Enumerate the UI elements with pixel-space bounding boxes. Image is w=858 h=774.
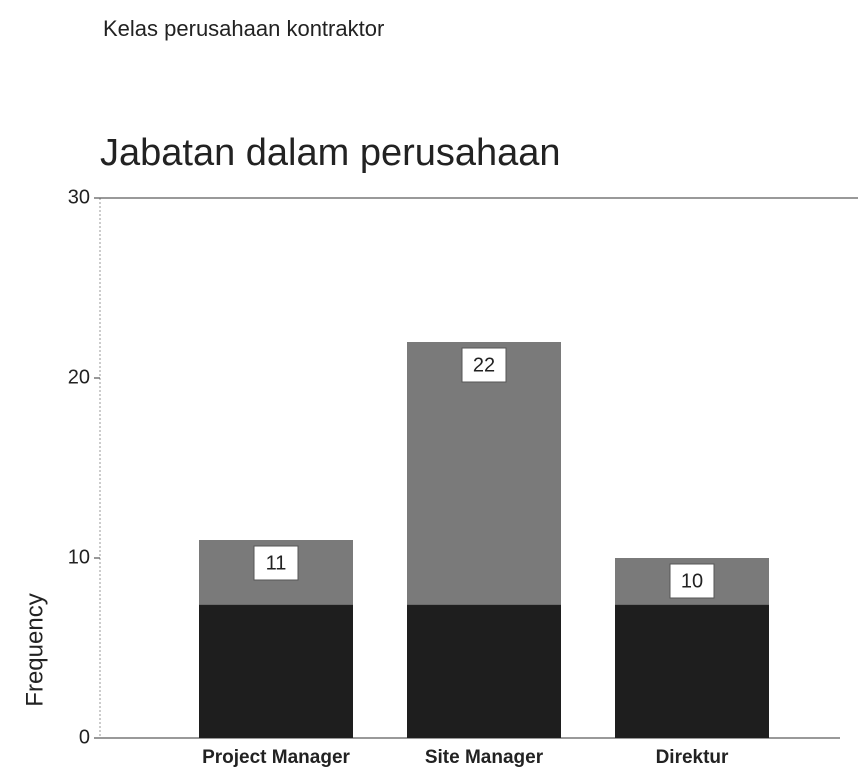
value-label-box bbox=[669, 563, 715, 599]
y-tick-label: 30 bbox=[68, 186, 90, 208]
bar bbox=[407, 342, 561, 738]
y-tick-label: 0 bbox=[79, 726, 90, 748]
value-label: 10 bbox=[681, 570, 703, 592]
y-tick-label: 20 bbox=[68, 366, 90, 388]
value-label: 11 bbox=[266, 552, 287, 574]
y-axis-label: Frequency bbox=[21, 593, 48, 706]
x-tick-label: Direktur bbox=[656, 747, 729, 768]
value-label-box bbox=[461, 347, 507, 383]
x-tick-label: Project Manager bbox=[202, 747, 350, 768]
value-label: 22 bbox=[473, 354, 495, 376]
chart-title: Jabatan dalam perusahaan bbox=[100, 132, 561, 174]
page-header: Kelas perusahaan kontraktor bbox=[103, 16, 384, 41]
y-tick-label: 10 bbox=[68, 546, 90, 568]
value-label-box bbox=[253, 545, 299, 581]
x-tick-label: Site Manager bbox=[425, 747, 544, 768]
